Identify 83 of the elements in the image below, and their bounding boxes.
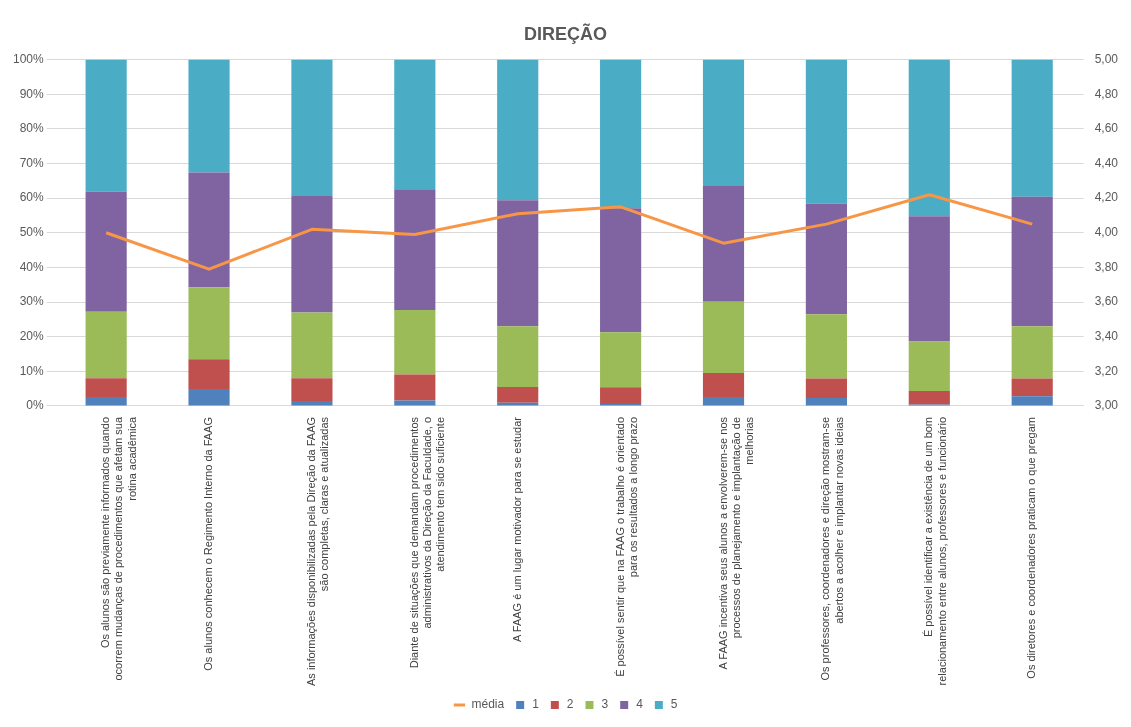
bar (702, 301, 745, 374)
y2-tick-label: 3,00 (1094, 398, 1119, 413)
y2-tick-label: 3,60 (1094, 294, 1119, 309)
y2-tick-label: 4,00 (1094, 225, 1119, 240)
chart-title: DIREÇÃO (523, 22, 608, 44)
x-tick-label: Os diretores e coordenadores praticam o que pregam (1025, 416, 1038, 679)
bar (497, 326, 539, 387)
y-tick-label: 10% (19, 363, 45, 378)
bar (394, 310, 436, 375)
y-tick-label: 60% (19, 190, 45, 205)
bar (85, 191, 127, 312)
x-tick-label: A FAAG é um lugar motivador para se estudar (510, 416, 523, 642)
bar (85, 396, 127, 406)
y2-tick-label: 4,20 (1094, 190, 1119, 205)
bar (702, 186, 745, 302)
y2-tick-label: 4,80 (1094, 86, 1119, 101)
bar (1011, 196, 1053, 327)
legend-label: 3 (601, 697, 609, 712)
bar (805, 398, 847, 406)
bar (805, 314, 847, 379)
y2-tick-label: 5,00 (1094, 51, 1119, 66)
bar (497, 200, 539, 327)
x-tick-label: Os alunos conhecem o Regimento Interno da FAAG (202, 416, 215, 671)
x-tick-label: A FAAG incentiva seus alunos a envolverem-se nos processos de planejamento e implantação de melhorias (716, 416, 755, 670)
bar (188, 359, 230, 389)
y2-tick-label: 3,40 (1094, 329, 1119, 344)
bar (1011, 59, 1053, 197)
y2-tick-label: 3,20 (1094, 363, 1119, 378)
bar (497, 386, 539, 403)
bar (908, 391, 950, 405)
bar (394, 400, 436, 406)
bar (291, 312, 333, 379)
bar (1011, 378, 1053, 397)
x-tick-label: Os alunos são previamente informados quando ocorrem mudanças de procedimentos que afetam sua rotina acadêmica (99, 416, 138, 681)
y2-tick-label: 4,40 (1094, 155, 1119, 170)
bar (702, 396, 745, 406)
y-tick-label: 0% (26, 398, 45, 413)
bar (188, 287, 230, 360)
x-tick-label: É possível sentir que na FAAG o trabalho é orientado para os resultados a longo prazo (613, 416, 639, 677)
bar (805, 203, 847, 315)
bar (600, 59, 642, 209)
bar (805, 378, 847, 399)
bar (85, 59, 127, 192)
bar (1011, 326, 1053, 379)
bar (702, 373, 745, 397)
bar (702, 59, 745, 187)
bar (805, 59, 847, 204)
y-tick-label: 100% (12, 51, 45, 66)
y-tick-label: 80% (19, 121, 45, 136)
bar (291, 59, 333, 197)
bar (188, 172, 230, 288)
bar (600, 332, 642, 388)
legend-label: média (471, 697, 505, 712)
legend-label: 5 (670, 697, 678, 712)
bar (188, 389, 230, 406)
x-tick-label: As informações disponibilizadas pela Direção da FAAG são completas, claras e atualizadas (304, 416, 331, 686)
bar (908, 341, 950, 392)
bar (497, 59, 539, 201)
legend-label: 2 (566, 697, 574, 712)
y-tick-label: 70% (19, 155, 45, 170)
bar (1011, 396, 1053, 406)
legend-label: 4 (636, 697, 644, 712)
y-tick-label: 50% (19, 225, 45, 240)
bar (908, 59, 950, 217)
bar (291, 196, 333, 313)
bar (85, 311, 127, 379)
y-tick-label: 90% (19, 86, 45, 101)
bar (85, 378, 127, 397)
y-tick-label: 40% (19, 259, 45, 274)
bar (600, 208, 642, 333)
bar (394, 59, 436, 190)
bar (394, 189, 436, 311)
y2-tick-label: 4,60 (1094, 121, 1119, 136)
y-tick-label: 30% (19, 294, 45, 309)
bar (908, 216, 950, 342)
legend-label: 1 (532, 697, 540, 712)
bar (394, 374, 436, 401)
bar (600, 387, 642, 404)
bar (291, 378, 333, 402)
y2-tick-label: 3,80 (1094, 259, 1119, 274)
bar (188, 59, 230, 173)
bar (291, 401, 333, 406)
y-tick-label: 20% (19, 329, 45, 344)
